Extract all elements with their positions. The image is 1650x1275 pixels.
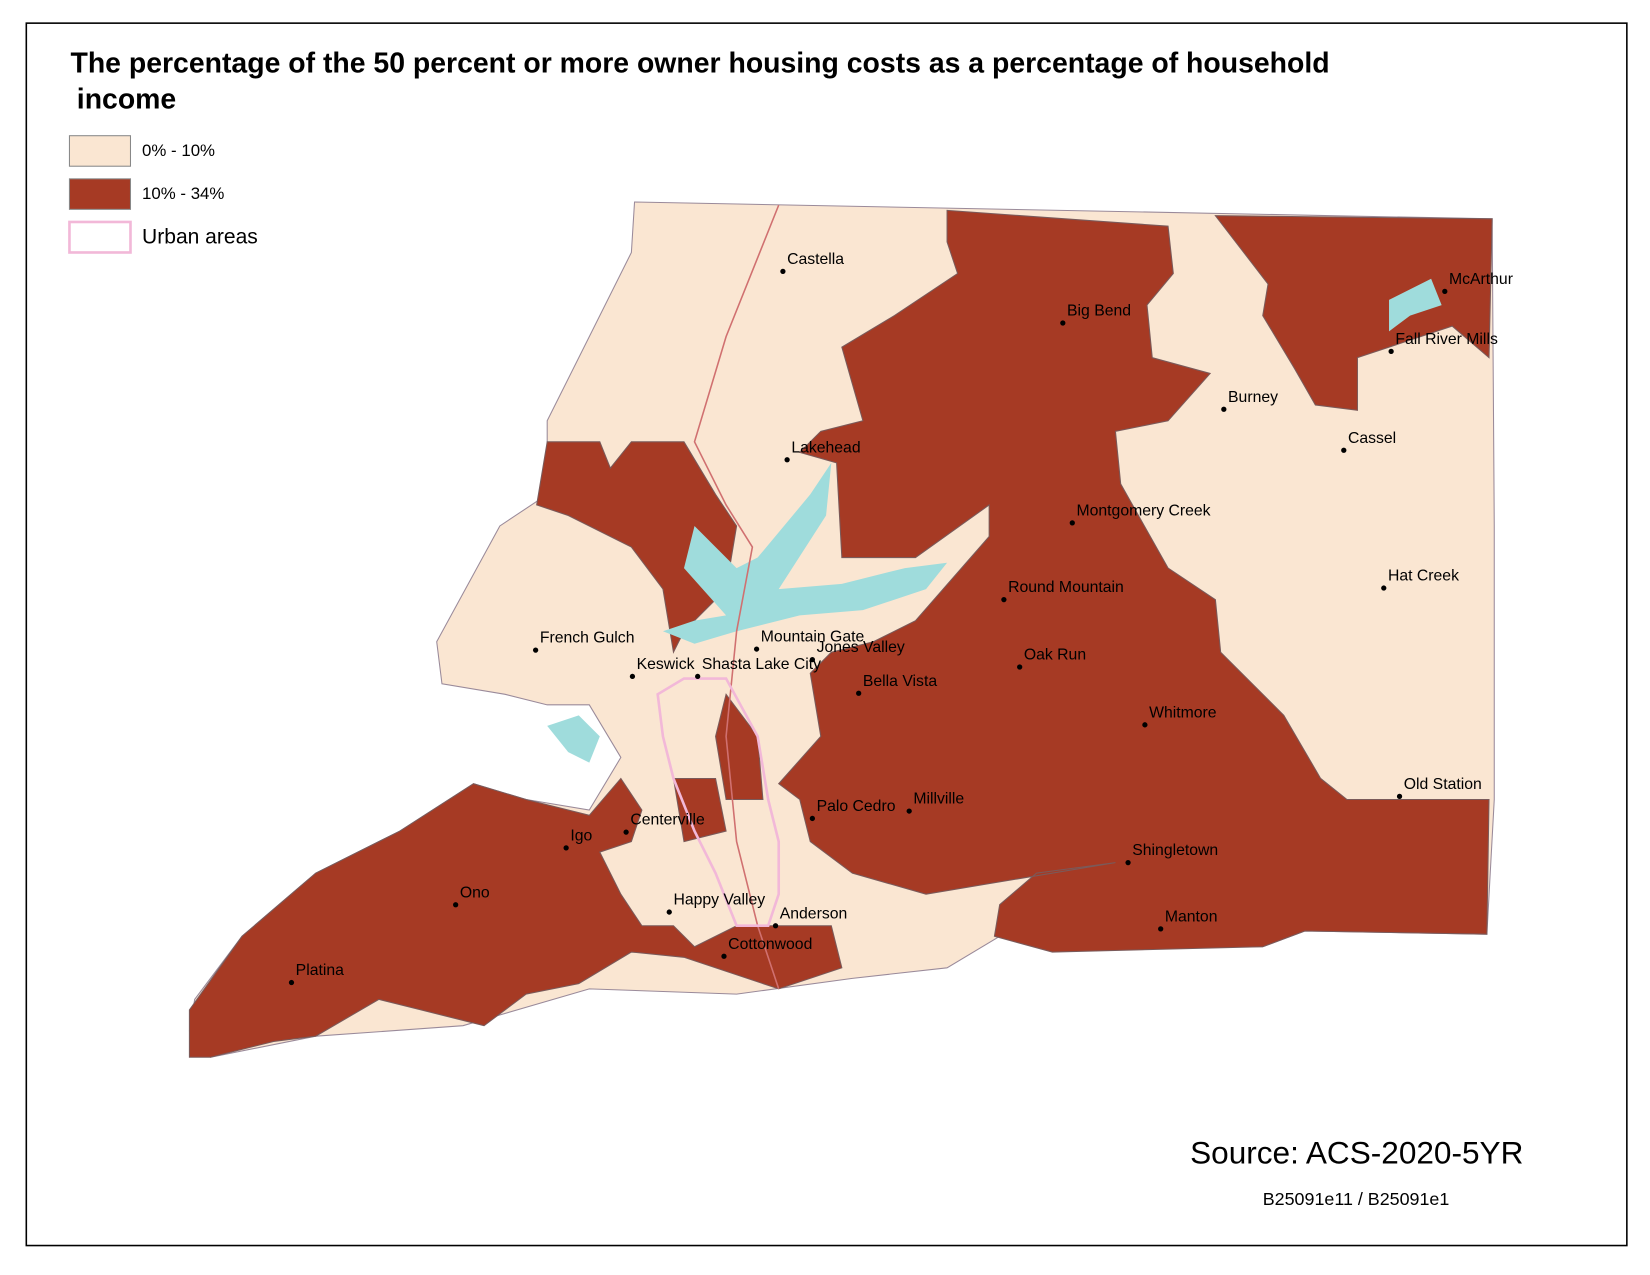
- place-dot: [629, 673, 636, 680]
- place-label: Cottonwood: [728, 936, 812, 953]
- source-code: B25091e11 / B25091e1: [1263, 1189, 1450, 1209]
- place-dot: [1069, 520, 1075, 526]
- lake: [1389, 278, 1442, 332]
- place-labels: Castella Big Bend McArthur Fall River Mills…: [288, 251, 1513, 986]
- place-label: Old Station: [1404, 776, 1482, 793]
- place-label: Fall River Mills: [1395, 331, 1498, 348]
- title-line: The percentage of the 50 percent or more…: [71, 48, 1330, 80]
- place-dot: [666, 909, 672, 915]
- legend-label: 10% - 34%: [142, 184, 224, 203]
- high-cost-area: [777, 209, 1490, 953]
- place-dot: [1381, 585, 1387, 591]
- place-dot: [1060, 320, 1066, 326]
- place-label: Whitmore: [1149, 704, 1217, 721]
- legend-swatch: [68, 178, 132, 210]
- highway: [693, 204, 780, 990]
- place-label: Platina: [296, 962, 344, 979]
- place-dot: [1442, 288, 1448, 295]
- legend-swatch: [68, 135, 132, 167]
- place-dot: [453, 902, 459, 908]
- place-dot: [721, 953, 727, 959]
- place-label: Keswick: [637, 656, 695, 673]
- place-dot: [288, 979, 295, 986]
- place-label: Castella: [787, 251, 844, 268]
- place-label: Big Bend: [1067, 303, 1131, 320]
- legend-swatch: [68, 220, 132, 254]
- place-dot: [1017, 664, 1023, 670]
- place-label: Igo: [570, 827, 592, 844]
- place-dot: [623, 829, 629, 835]
- place-dot: [784, 457, 790, 463]
- title-line: income: [77, 83, 176, 115]
- place-label: Ono: [460, 884, 490, 901]
- lake: [547, 715, 600, 763]
- place-dot: [753, 646, 760, 652]
- place-label: Shasta Lake City: [702, 656, 821, 673]
- place-dot: [532, 647, 539, 653]
- place-dot: [856, 690, 862, 696]
- place-label: Happy Valley: [673, 892, 765, 909]
- place-label: Cassel: [1348, 430, 1396, 447]
- place-dot: [1158, 926, 1164, 932]
- source: Source: ACS-2020-5YR: [1190, 1134, 1523, 1170]
- place-dot: [1396, 793, 1403, 799]
- high-cost-area: [1214, 215, 1493, 411]
- legend-label: Urban areas: [142, 225, 258, 248]
- place-label: French Gulch: [540, 630, 635, 647]
- place-label: Palo Cedro: [817, 798, 896, 815]
- high-cost-area: [188, 777, 843, 1058]
- place-dot: [809, 815, 816, 822]
- place-label: Mountain Gate: [761, 629, 865, 646]
- place-dot: [780, 268, 786, 275]
- place-label: Jones Valley: [817, 639, 905, 656]
- place-dot: [1221, 406, 1227, 412]
- place-dot: [563, 845, 569, 851]
- place-dot: [1125, 859, 1131, 866]
- place-label: Oak Run: [1024, 647, 1086, 664]
- place-label: Round Mountain: [1008, 579, 1124, 596]
- place-dot: [1001, 596, 1007, 603]
- high-cost-area: [672, 777, 727, 843]
- place-label: Manton: [1165, 908, 1218, 925]
- place-label: Centerville: [630, 812, 705, 829]
- legend: 0% - 10% 10% - 34% Urban areas: [68, 135, 258, 254]
- place-dot: [906, 808, 912, 814]
- urban-area: [656, 677, 781, 928]
- place-label: Hat Creek: [1388, 568, 1459, 585]
- legend-label: 0% - 10%: [142, 141, 215, 160]
- place-label: Bella Vista: [863, 673, 937, 690]
- place-dot: [695, 673, 701, 680]
- place-label: Anderson: [780, 905, 848, 922]
- place-dot: [1388, 348, 1394, 354]
- place-dot: [1142, 722, 1148, 728]
- place-label: Burney: [1228, 389, 1278, 406]
- map-shapes: [188, 201, 1495, 1058]
- place-dot: [809, 656, 816, 663]
- place-label: McArthur: [1449, 271, 1513, 288]
- place-label: Millville: [913, 791, 964, 808]
- place-label: Lakehead: [791, 439, 860, 456]
- place-label: Shingletown: [1132, 842, 1218, 859]
- place-label: Montgomery Creek: [1076, 502, 1210, 519]
- place-dot: [772, 923, 779, 929]
- place-dot: [1341, 447, 1347, 453]
- lake: [662, 462, 948, 644]
